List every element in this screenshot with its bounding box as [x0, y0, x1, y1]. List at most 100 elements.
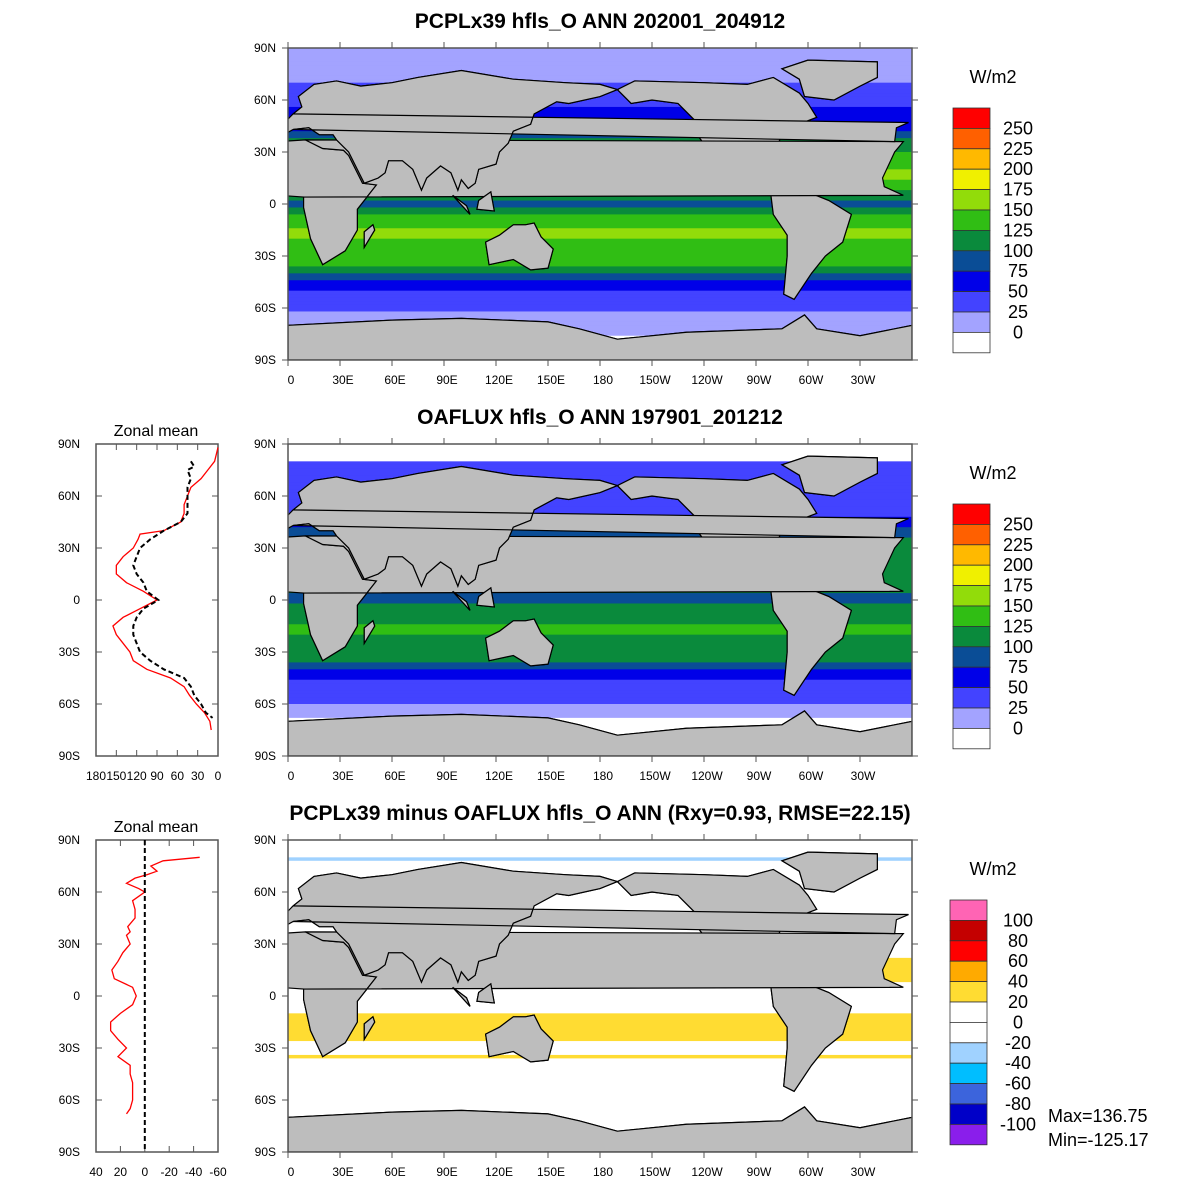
ocean-band — [288, 930, 912, 935]
ocean-band — [288, 1113, 912, 1118]
land-mass — [452, 986, 471, 1007]
land-mass — [780, 455, 878, 497]
lon-tick-label: 0 — [288, 769, 295, 783]
zonal-panel-3: 90N 60N 30N 0 30S 60S 90S 180 150 120 90 60 30 0 — [58, 437, 222, 783]
ocean-band — [288, 138, 912, 143]
map-field — [288, 444, 912, 756]
land-mass — [288, 710, 912, 756]
ocean-band — [288, 113, 912, 118]
colorbar-label: -60 — [1005, 1074, 1031, 1094]
ocean-band — [288, 989, 912, 994]
lat-tick-label: 30N — [254, 145, 276, 159]
ocean-band — [288, 238, 912, 243]
ocean-band — [288, 262, 912, 267]
lon-tick-label: 30E — [332, 1165, 353, 1179]
ocean-band — [288, 471, 912, 476]
colorbar-label: 80 — [1008, 931, 1028, 951]
ocean-band — [288, 110, 912, 115]
colorbar-label: 150 — [1003, 200, 1033, 220]
ocean-band — [288, 648, 912, 653]
ocean-band — [288, 200, 912, 205]
zonal-lat-label: 0 — [73, 989, 80, 1003]
ocean-band — [288, 1037, 912, 1042]
ocean-band — [288, 600, 912, 604]
colorbar-box — [952, 127, 991, 150]
colorbar-box — [952, 270, 991, 293]
ocean-band — [288, 992, 912, 997]
ocean-band — [288, 454, 912, 459]
ocean-band — [288, 1048, 912, 1052]
ocean-band — [288, 321, 912, 326]
ocean-band — [288, 1006, 912, 1011]
ocean-band — [288, 461, 912, 466]
lon-tick-label: 0 — [288, 373, 295, 387]
lat-tick-label: 30S — [255, 645, 276, 659]
ocean-band — [288, 714, 912, 719]
ocean-band — [288, 464, 912, 469]
ocean-band — [288, 724, 912, 729]
colorbar-box — [949, 1022, 988, 1044]
lat-tick-label: 60N — [254, 885, 276, 899]
ocean-band — [288, 325, 912, 330]
ocean-band — [288, 1051, 912, 1056]
map-panel-1: 90N 60N 30N 0 30S 60S 90S 0 30E 60E 90E 120E 150E 180… — [254, 437, 1033, 783]
ocean-band — [288, 1058, 912, 1063]
ocean-band — [288, 1013, 912, 1018]
ocean-band — [288, 686, 912, 691]
zonal-lat-label: 60N — [58, 885, 80, 899]
ocean-band — [288, 624, 912, 629]
ocean-band — [288, 217, 912, 222]
lat-tick-label: 30S — [255, 249, 276, 263]
colorbar-label: 75 — [1008, 261, 1028, 281]
ocean-band — [288, 853, 912, 858]
lon-tick-label: 90E — [436, 373, 457, 387]
ocean-band — [288, 252, 912, 257]
ocean-band — [288, 638, 912, 643]
land-mass — [780, 851, 878, 893]
ocean-band — [288, 926, 912, 931]
land-mass — [452, 590, 471, 611]
colorbar-box — [952, 564, 991, 587]
min-label: Min=-125.17 — [1048, 1130, 1149, 1150]
colorbar-label: 20 — [1008, 992, 1028, 1012]
colorbar-box — [952, 291, 991, 313]
ocean-band — [288, 235, 912, 240]
ocean-band — [288, 280, 912, 285]
colorbar-box — [952, 585, 991, 607]
zonal-lat-label: 60S — [59, 697, 80, 711]
zonal-lat-label: 30N — [58, 541, 80, 555]
ocean-band — [288, 697, 912, 702]
ocean-band — [288, 652, 912, 656]
lat-tick-label: 30N — [254, 541, 276, 555]
ocean-band — [288, 266, 912, 271]
colorbar-box — [949, 1083, 988, 1105]
zonal-panel-4: 90N 60N 30N 0 30S 60S 90S 40 20 0 -20 -40 -60 — [58, 833, 227, 1179]
lon-tick-label: 120W — [691, 769, 723, 783]
ocean-band — [288, 287, 912, 292]
ocean-band — [288, 631, 912, 636]
zonal-lat-label: 90S — [59, 749, 80, 763]
ocean-band — [288, 269, 912, 274]
lon-tick-label: 60E — [384, 1165, 405, 1179]
ocean-band — [288, 51, 912, 56]
colorbar-box — [949, 1103, 988, 1125]
zonal-x-label: 60 — [171, 769, 185, 783]
ocean-band — [288, 902, 912, 907]
ocean-band — [288, 1044, 912, 1049]
lon-tick-label: 120E — [485, 1165, 513, 1179]
land-mass — [363, 223, 376, 250]
ocean-band — [288, 669, 912, 674]
ocean-band — [288, 700, 912, 705]
ocean-band — [288, 860, 912, 865]
lon-tick-label: 90W — [747, 373, 772, 387]
ocean-band — [288, 662, 912, 667]
zonal-lat-label: 90N — [58, 437, 80, 451]
colorbar-label: 0 — [1013, 322, 1023, 342]
ocean-band — [288, 304, 912, 309]
colorbar-units-obs: W/m2 — [970, 463, 1017, 483]
zonal-x-label: -60 — [209, 1165, 227, 1179]
lat-tick-label: 30S — [255, 1041, 276, 1055]
zonal-lat-label: 90S — [59, 1145, 80, 1159]
zonal-lat-label: 90N — [58, 833, 80, 847]
ocean-band — [288, 1068, 912, 1073]
